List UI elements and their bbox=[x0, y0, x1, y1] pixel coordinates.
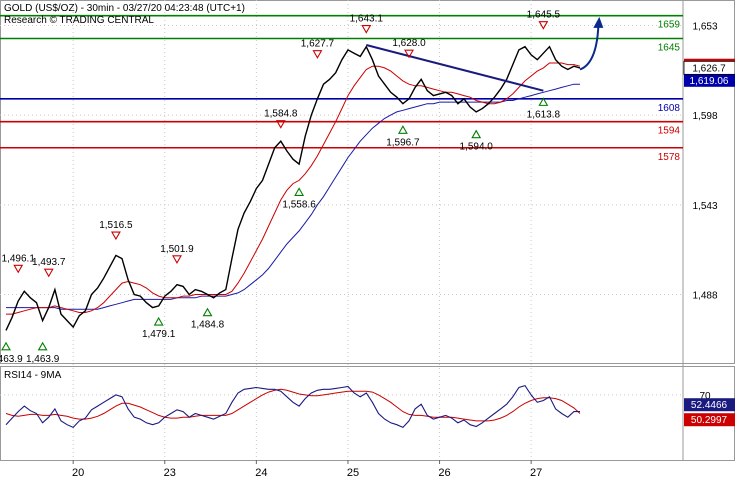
swing-low-marker bbox=[153, 316, 164, 326]
time-tick-label: 25 bbox=[347, 467, 359, 479]
price-badge bbox=[684, 73, 735, 87]
level-label-1659: 1659 bbox=[658, 20, 681, 31]
swing-high-marker bbox=[361, 25, 372, 34]
swing-high-label: 1,516.5 bbox=[99, 220, 133, 231]
swing-high-marker bbox=[13, 264, 24, 274]
swing-low-label: 1,613.8 bbox=[527, 109, 561, 120]
price-panel-frame bbox=[0, 0, 735, 364]
swing-low-label: 1,594.0 bbox=[460, 142, 494, 153]
swing-low-marker bbox=[538, 97, 549, 106]
time-tick-label: 23 bbox=[164, 467, 176, 479]
swing-low-label: 1,463.9 bbox=[26, 354, 60, 365]
price-annotations: 1,496.11,493.7 1,463.91,463.9 1,516.5 1,479… bbox=[0, 10, 560, 365]
rsi-badge-label: 52.4466 bbox=[691, 400, 728, 411]
swing-low-label: 1,596.7 bbox=[386, 137, 420, 148]
rsi-panel-frame bbox=[0, 366, 735, 461]
price-tick-label: 1,488 bbox=[692, 291, 717, 302]
rsi-badge bbox=[684, 413, 735, 427]
rsi-tick-label: 70 bbox=[699, 391, 711, 402]
time-tick-label: 20 bbox=[72, 467, 84, 479]
swing-low-label: 1,463.9 bbox=[0, 354, 23, 365]
swing-low-label: 1,558.6 bbox=[282, 199, 316, 210]
current-price-label: 1,626.7 bbox=[692, 63, 726, 74]
chart-subtitle: Research © TRADING CENTRAL bbox=[4, 15, 154, 26]
price-badge-label: 1,619.06 bbox=[690, 76, 729, 87]
series-ma-fast bbox=[6, 62, 581, 315]
rsi-series bbox=[5, 384, 581, 429]
series-price bbox=[5, 45, 581, 331]
swing-low-label: 1,479.1 bbox=[142, 329, 176, 340]
time-tick-label: 27 bbox=[530, 467, 542, 479]
level-label-1645: 1645 bbox=[658, 43, 681, 54]
price-tick-label: 1,598 bbox=[692, 111, 717, 122]
time-tick-label: 26 bbox=[438, 467, 450, 479]
level-label-1578: 1578 bbox=[658, 152, 681, 163]
chart-title: GOLD (US$/OZ) - 30min - 03/27/20 04:23:4… bbox=[4, 3, 245, 14]
rsi-badge bbox=[684, 398, 735, 412]
swing-low-marker bbox=[37, 341, 48, 351]
level-label-1594: 1594 bbox=[658, 126, 681, 137]
projection-arrow-head bbox=[593, 16, 604, 28]
level-label-1608: 1608 bbox=[658, 103, 681, 114]
grid-lines bbox=[0, 0, 683, 460]
swing-low-marker bbox=[294, 187, 305, 196]
swing-low-marker bbox=[471, 129, 482, 139]
swing-high-marker bbox=[43, 268, 54, 278]
current-price-badge bbox=[683, 60, 735, 75]
swing-high-label: 1,501.9 bbox=[160, 244, 194, 255]
rsi-badge-label: 50.2997 bbox=[691, 415, 728, 426]
trendline bbox=[366, 44, 544, 92]
swing-low-label: 1,484.8 bbox=[191, 320, 225, 331]
swing-high-label: 1,584.8 bbox=[264, 109, 298, 120]
series-ma-slow bbox=[6, 83, 580, 310]
series-rsi bbox=[5, 384, 580, 429]
swing-high-label: 1,643.1 bbox=[350, 14, 384, 25]
time-tick-label: 24 bbox=[255, 467, 267, 479]
swing-high-label: 1,627.7 bbox=[301, 39, 335, 50]
price-tick-label: 1,543 bbox=[692, 201, 717, 212]
price-series bbox=[5, 16, 604, 331]
swing-high-marker bbox=[538, 21, 549, 30]
swing-high-marker bbox=[110, 231, 121, 241]
price-tick-label: 1,653 bbox=[692, 21, 717, 32]
projection-arrow-shaft bbox=[579, 26, 600, 71]
swing-high-marker bbox=[404, 49, 414, 59]
swing-high-marker bbox=[312, 50, 323, 59]
swing-low-marker bbox=[1, 341, 11, 351]
swing-low-marker bbox=[202, 307, 213, 317]
swing-high-label: 1,496.1 bbox=[2, 253, 36, 264]
horizontal-levels: 1659 1645 1608 1594 1578 bbox=[0, 14, 683, 163]
axes: 1,488 1,543 1,598 1,653 20 23 24 25 26 27 70 1,627.… bbox=[72, 21, 735, 479]
swing-high-marker bbox=[275, 120, 286, 129]
swing-high-label: 1,628.0 bbox=[392, 38, 426, 49]
swing-low-marker bbox=[397, 125, 408, 134]
swing-high-label: 1,493.7 bbox=[32, 257, 66, 268]
rsi-panel-title: RSI14 - 9MA bbox=[4, 370, 62, 381]
swing-high-marker bbox=[172, 255, 182, 264]
swing-high-label: 1,645.5 bbox=[527, 10, 561, 21]
